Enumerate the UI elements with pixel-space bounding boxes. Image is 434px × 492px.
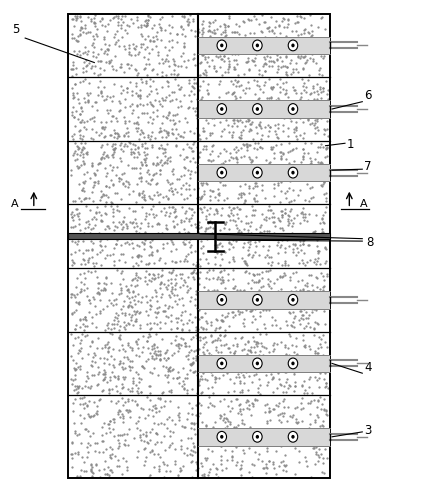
- Circle shape: [288, 40, 297, 51]
- Bar: [68, 14, 329, 478]
- Circle shape: [288, 431, 297, 442]
- Circle shape: [217, 431, 226, 442]
- Text: 5: 5: [12, 23, 20, 36]
- Bar: [197, 291, 329, 308]
- Circle shape: [217, 358, 226, 369]
- Circle shape: [255, 171, 258, 175]
- Circle shape: [291, 171, 294, 175]
- Bar: [197, 36, 329, 54]
- Bar: [68, 233, 329, 239]
- Circle shape: [255, 298, 258, 302]
- Text: 6: 6: [364, 89, 371, 102]
- Circle shape: [217, 40, 226, 51]
- Circle shape: [288, 104, 297, 115]
- Circle shape: [252, 104, 262, 115]
- Text: 3: 3: [364, 425, 371, 437]
- Circle shape: [217, 167, 226, 178]
- Text: 4: 4: [364, 361, 371, 374]
- Circle shape: [252, 167, 262, 178]
- Circle shape: [220, 171, 223, 175]
- Circle shape: [291, 43, 294, 47]
- Circle shape: [288, 358, 297, 369]
- Bar: [197, 355, 329, 372]
- Circle shape: [252, 358, 262, 369]
- Text: 1: 1: [346, 138, 354, 151]
- Circle shape: [252, 431, 262, 442]
- Bar: [197, 100, 329, 118]
- Circle shape: [255, 43, 258, 47]
- Circle shape: [291, 435, 294, 439]
- Bar: [197, 164, 329, 182]
- Text: 8: 8: [366, 236, 373, 249]
- Circle shape: [255, 107, 258, 111]
- Text: A: A: [11, 199, 19, 209]
- Circle shape: [255, 362, 258, 365]
- Circle shape: [255, 435, 258, 439]
- Circle shape: [252, 40, 262, 51]
- Bar: [197, 428, 329, 446]
- Circle shape: [217, 104, 226, 115]
- Circle shape: [220, 362, 223, 365]
- Text: A: A: [359, 199, 367, 209]
- Circle shape: [288, 167, 297, 178]
- Circle shape: [220, 298, 223, 302]
- Circle shape: [252, 294, 262, 305]
- Circle shape: [291, 298, 294, 302]
- Circle shape: [288, 294, 297, 305]
- Circle shape: [220, 435, 223, 439]
- Circle shape: [291, 362, 294, 365]
- Circle shape: [220, 43, 223, 47]
- Circle shape: [291, 107, 294, 111]
- Circle shape: [220, 107, 223, 111]
- Text: 7: 7: [364, 160, 371, 173]
- Circle shape: [217, 294, 226, 305]
